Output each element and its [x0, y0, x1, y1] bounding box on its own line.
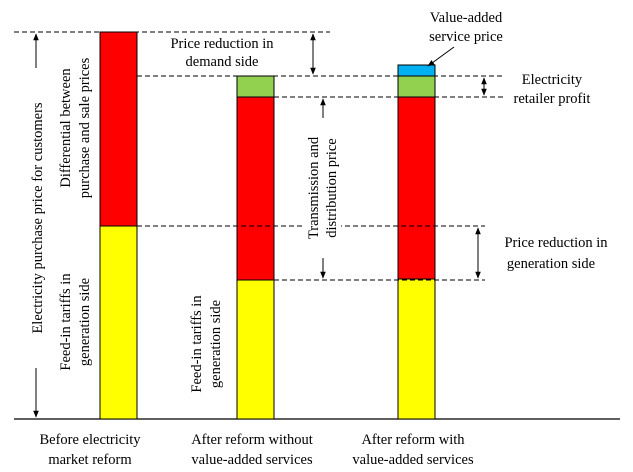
category-label-with-line2: value-added services: [352, 452, 474, 468]
category-label-without-line2: value-added services: [191, 452, 313, 468]
bar-after-with-vas: [397, 64, 436, 420]
transmission-label-line1: Transmission and: [306, 136, 322, 239]
bar1-differential-segment: [100, 32, 137, 226]
generation-reduction-label-line2: generation side: [507, 256, 595, 272]
category-label-before-line2: market reform: [48, 452, 132, 468]
category-label-with-line1: After reform with: [361, 432, 465, 448]
generation-reduction-label-line1: Price reduction in: [504, 235, 608, 251]
value-added-label-line1: Value-added: [430, 10, 503, 26]
retailer-profit-label-line2: retailer profit: [514, 91, 591, 107]
bar3-retailer-segment: [398, 76, 435, 97]
value-added-pointer-arrow: [427, 46, 455, 67]
bar3-transmission-segment: [398, 97, 435, 279]
feed-in-2-label-line2: generation side: [208, 300, 224, 388]
differential-label-line2: purchase and sale prices: [77, 57, 93, 198]
retailer-profit-label-line1: Electricity: [522, 72, 583, 88]
bar2-transmission-segment: [237, 97, 274, 280]
y-axis-label: Electricity purchase price for customers: [30, 102, 46, 333]
bar3-value-added-segment: [398, 65, 435, 76]
feed-in-1-label-line1: Feed-in tariffs in: [58, 273, 74, 371]
bar1-generation-segment: [100, 226, 137, 419]
differential-label-line1: Differential between: [58, 68, 74, 188]
feed-in-2-label-line1: Feed-in tariffs in: [189, 295, 205, 393]
transmission-label-line2: distribution price: [324, 138, 340, 237]
demand-reduction-label-line2: demand side: [186, 54, 259, 70]
bar3-generation-segment: [398, 279, 435, 419]
bar2-retailer-segment: [237, 76, 274, 97]
value-added-label-line2: service price: [429, 29, 503, 45]
bar-after-without-vas: [236, 75, 275, 420]
category-label-without-line1: After reform without: [191, 432, 313, 448]
bar-before-reform: [99, 31, 138, 420]
feed-in-1-label-line2: generation side: [77, 278, 93, 366]
bar2-generation-segment: [237, 280, 274, 419]
category-label-before-line1: Before electricity: [39, 432, 141, 448]
demand-reduction-label-line1: Price reduction in: [170, 36, 274, 52]
